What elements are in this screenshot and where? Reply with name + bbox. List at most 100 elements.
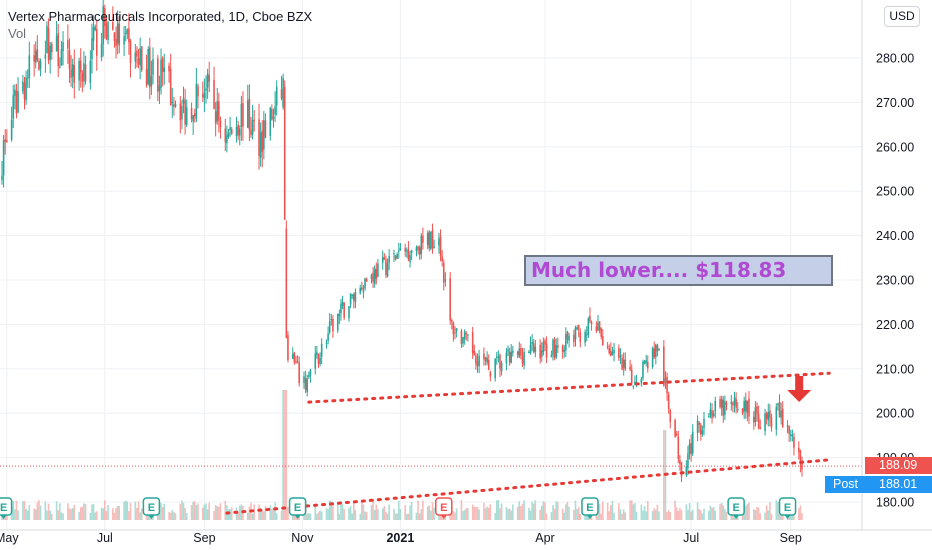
earnings-marker-label: E — [440, 502, 447, 514]
volume-bar — [399, 508, 402, 520]
candle-body — [565, 334, 567, 351]
volume-bar — [174, 513, 177, 520]
volume-bar — [667, 509, 670, 520]
candle-body — [353, 294, 355, 301]
volume-bar — [687, 509, 689, 520]
candle-body — [203, 92, 206, 99]
volume-bar — [137, 501, 140, 520]
volume-bar — [128, 511, 130, 520]
volume-bar — [362, 504, 365, 520]
candle-body — [422, 235, 424, 243]
candle-body — [679, 459, 681, 464]
candle-body — [320, 343, 323, 357]
candle-body — [552, 339, 554, 356]
candle-body — [206, 73, 209, 88]
volume-bar — [669, 512, 672, 520]
volume-bar — [136, 507, 138, 520]
volume-bar — [81, 506, 84, 520]
volume-bar — [393, 508, 395, 520]
candle-body — [46, 25, 48, 54]
candle-body — [532, 343, 535, 352]
candle-body — [611, 351, 614, 355]
candle-body — [298, 362, 300, 383]
currency-button[interactable]: USD — [884, 6, 920, 27]
candle-body — [643, 361, 646, 365]
volume-bar — [306, 513, 309, 520]
volume-bar — [677, 510, 680, 520]
candle-body — [610, 350, 612, 356]
candle-body — [454, 332, 456, 334]
candle-body — [375, 269, 378, 280]
candle-body — [478, 355, 480, 367]
candle-body — [487, 360, 490, 370]
candle-body — [258, 119, 260, 157]
volume-bar — [409, 505, 411, 520]
volume-bar — [349, 505, 352, 520]
earnings-marker-pointer — [148, 515, 155, 519]
volume-bar — [544, 502, 546, 520]
candle-body — [152, 59, 154, 75]
candle-body — [291, 353, 294, 359]
volume-bar — [696, 502, 699, 520]
volume-bar — [483, 502, 485, 520]
candle-body — [471, 332, 474, 354]
post-market-value: 188.01 — [879, 477, 918, 491]
volume-bar — [621, 513, 623, 520]
candle-body — [68, 49, 71, 69]
trendline — [225, 458, 831, 515]
volume-bar — [602, 501, 604, 520]
candle-body — [544, 340, 546, 345]
volume-bar — [116, 505, 119, 520]
candle-body — [396, 254, 398, 259]
volume-bar — [714, 510, 717, 520]
candle-body — [67, 40, 69, 49]
candle-body — [769, 410, 771, 418]
volume-bar — [452, 510, 455, 520]
candle-body — [283, 86, 286, 220]
candle-body — [264, 120, 267, 138]
candle-body — [460, 330, 463, 345]
trendline — [307, 371, 831, 404]
candle-body — [238, 128, 241, 136]
candle-body — [476, 361, 479, 367]
candle-body — [606, 346, 609, 348]
volume-bar — [542, 501, 545, 520]
candle-body — [251, 119, 254, 135]
candle-body — [438, 238, 440, 246]
candle-body — [584, 331, 586, 343]
volume-bar — [12, 501, 15, 520]
candle-body — [516, 351, 519, 355]
candle-body — [452, 322, 455, 335]
volume-bar — [274, 502, 276, 520]
candle-body — [182, 98, 185, 104]
candle-body — [483, 353, 485, 360]
candle-body — [730, 401, 733, 404]
volume-bar — [283, 390, 286, 520]
volume-bar — [553, 508, 556, 520]
candle-body — [767, 411, 770, 421]
volume-bar — [656, 504, 659, 520]
volume-bar — [420, 509, 423, 520]
candle-body — [688, 443, 691, 454]
candle-body — [801, 462, 803, 470]
volume-bar — [330, 501, 333, 520]
candle-body — [140, 46, 143, 71]
y-tick-label: 280.00 — [876, 52, 914, 66]
candle-body — [780, 410, 782, 418]
candle-body — [36, 49, 39, 61]
candle-body — [92, 27, 95, 41]
volume-bar — [528, 507, 530, 520]
candle-body — [568, 335, 570, 341]
candle-body — [23, 82, 26, 99]
candle-body — [510, 351, 513, 363]
candle-body — [521, 355, 524, 364]
candle-body — [269, 108, 272, 136]
volume-bar — [565, 504, 567, 520]
volume-bar — [746, 504, 749, 520]
candle-body — [341, 302, 344, 307]
volume-bar — [381, 508, 384, 520]
volume-bar — [373, 510, 376, 520]
volume-bar — [79, 507, 82, 520]
